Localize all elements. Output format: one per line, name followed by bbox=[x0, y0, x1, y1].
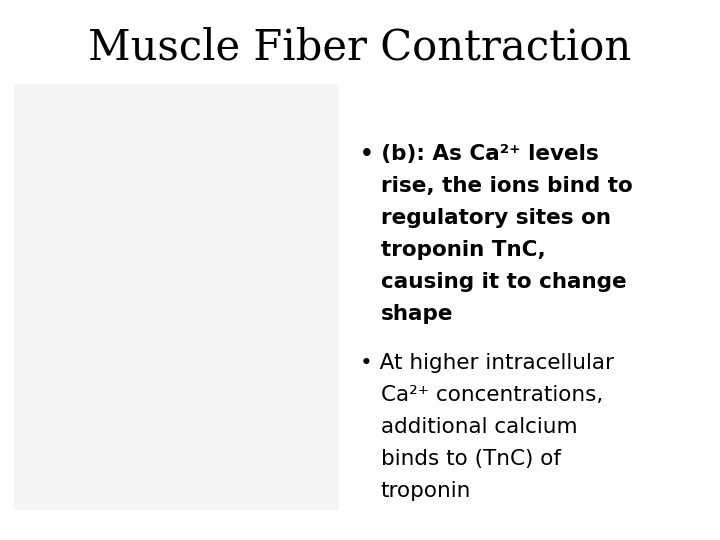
Text: troponin TnC,: troponin TnC, bbox=[381, 240, 546, 260]
Text: binds to (TnC) of: binds to (TnC) of bbox=[381, 449, 561, 469]
Text: Ca²⁺ concentrations,: Ca²⁺ concentrations, bbox=[381, 385, 603, 405]
FancyBboxPatch shape bbox=[14, 84, 339, 510]
Text: Muscle Fiber Contraction: Muscle Fiber Contraction bbox=[89, 27, 631, 69]
Text: • (b): As Ca²⁺ levels: • (b): As Ca²⁺ levels bbox=[360, 144, 599, 164]
Text: rise, the ions bind to: rise, the ions bind to bbox=[381, 176, 632, 196]
Text: troponin: troponin bbox=[381, 481, 471, 501]
Text: • At higher intracellular: • At higher intracellular bbox=[360, 353, 614, 373]
Text: regulatory sites on: regulatory sites on bbox=[381, 208, 611, 228]
Text: shape: shape bbox=[381, 303, 453, 323]
Text: additional calcium: additional calcium bbox=[381, 417, 577, 437]
Text: causing it to change: causing it to change bbox=[381, 272, 626, 292]
